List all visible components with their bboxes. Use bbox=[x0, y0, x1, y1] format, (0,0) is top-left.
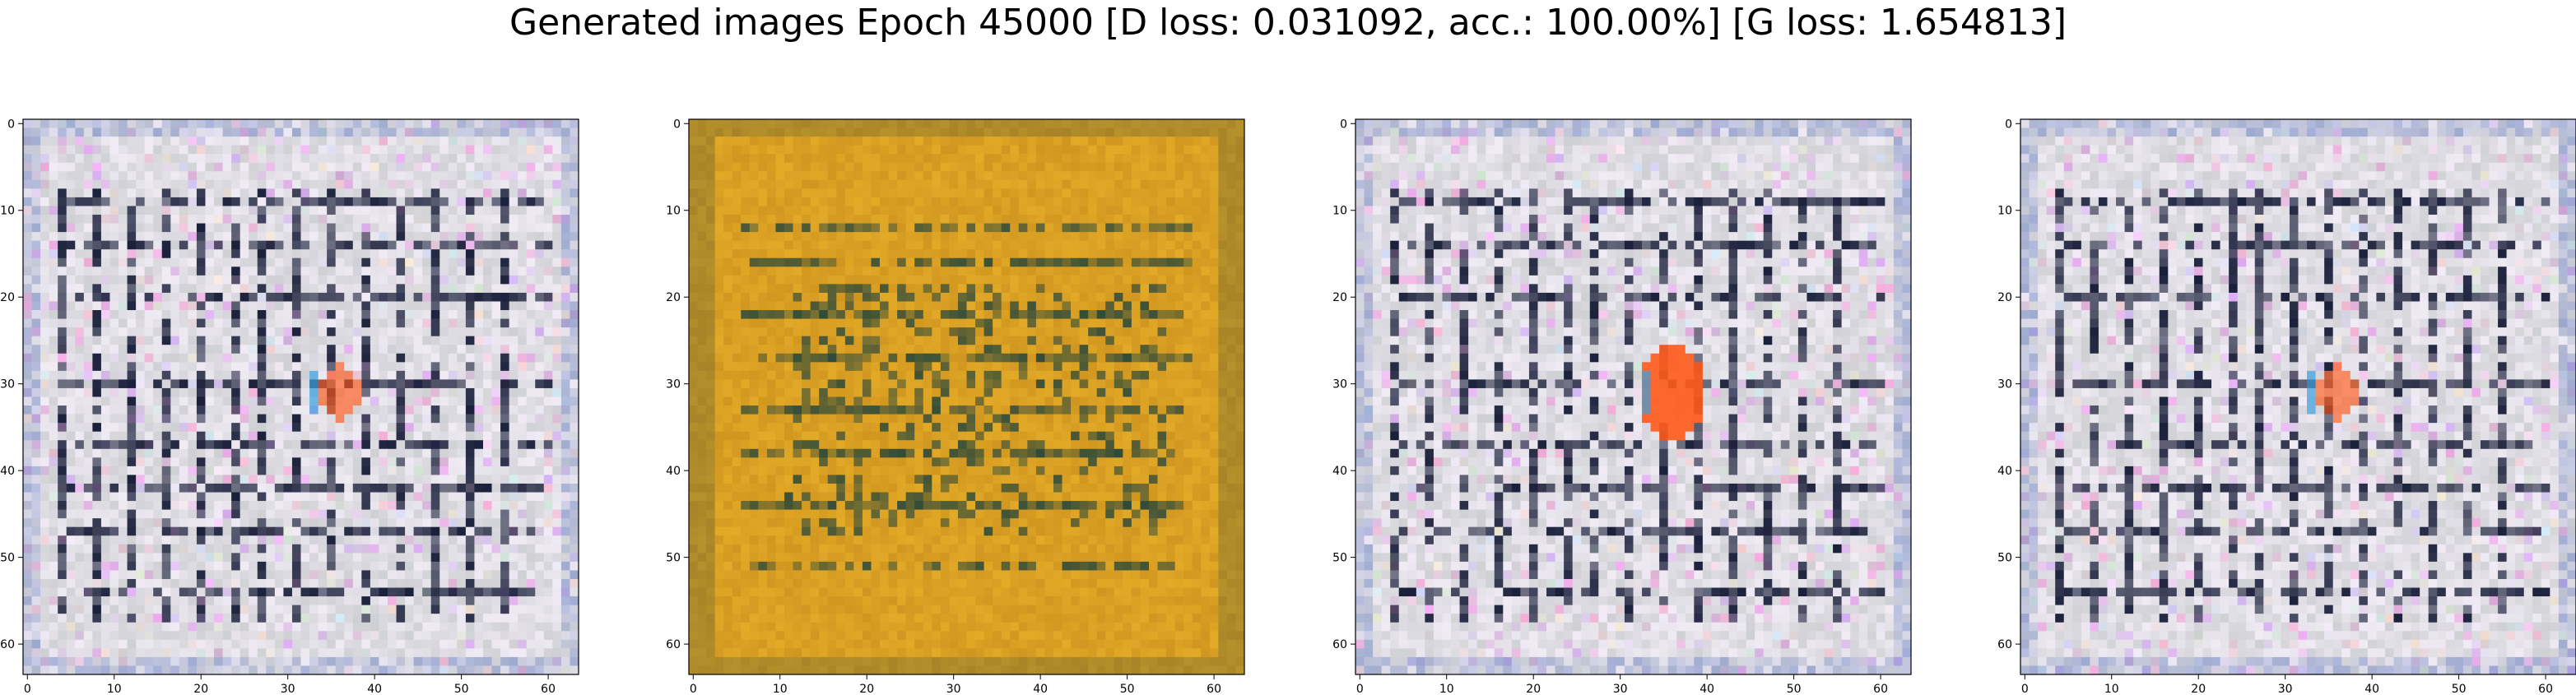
y-tick-label: 50 bbox=[666, 552, 681, 565]
image-plot-3: 0 10 20 30 40 50 60 0 10 20 30 40 50 60 bbox=[1332, 118, 1912, 695]
y-tick-label: 0 bbox=[1340, 118, 1347, 131]
y-tick-label: 60 bbox=[1997, 638, 2012, 651]
y-tick-label: 50 bbox=[0, 552, 15, 565]
image-plot-4: 0 10 20 30 40 50 60 0 10 20 30 40 50 60 bbox=[1997, 118, 2576, 695]
x-tick-label: 10 bbox=[107, 683, 122, 695]
y-tick-label: 40 bbox=[0, 465, 15, 478]
x-tick-label: 50 bbox=[1787, 683, 1802, 695]
y-tick-label: 10 bbox=[0, 205, 15, 218]
x-tick-label: 40 bbox=[2364, 683, 2379, 695]
axes-frame bbox=[22, 118, 579, 675]
y-tick-label: 60 bbox=[0, 638, 15, 651]
image-pixels bbox=[23, 119, 579, 675]
image-pixels bbox=[1355, 119, 1912, 675]
image-plot-1: 0 10 20 30 40 50 60 0 10 20 30 40 50 60 bbox=[0, 118, 579, 695]
y-tick-label: 40 bbox=[666, 465, 681, 478]
x-tick-label: 0 bbox=[1356, 683, 1364, 695]
y-tick-label: 10 bbox=[1332, 205, 1347, 218]
y-tick-label: 20 bbox=[1332, 291, 1347, 304]
x-tick-label: 20 bbox=[859, 683, 874, 695]
y-tick-label: 20 bbox=[666, 291, 681, 304]
x-tick-label: 0 bbox=[690, 683, 697, 695]
x-tick-label: 60 bbox=[1873, 683, 1888, 695]
x-tick-label: 30 bbox=[281, 683, 295, 695]
axes-frame bbox=[1355, 118, 1912, 675]
x-tick-label: 10 bbox=[1439, 683, 1454, 695]
y-tick-label: 10 bbox=[666, 205, 681, 218]
x-tick-label: 60 bbox=[541, 683, 556, 695]
image-pixels bbox=[2020, 119, 2576, 675]
x-tick-label: 20 bbox=[2191, 683, 2206, 695]
figure-title: Generated images Epoch 45000 [D loss: 0.… bbox=[509, 2, 2067, 44]
y-tick-label: 40 bbox=[1332, 465, 1347, 478]
x-tick-label: 50 bbox=[1120, 683, 1135, 695]
x-tick-label: 20 bbox=[193, 683, 208, 695]
y-tick-label: 40 bbox=[1997, 465, 2012, 478]
image-panel-1: 0 10 20 30 40 50 60 0 10 20 30 40 50 60 bbox=[0, 118, 579, 695]
y-tick-label: 30 bbox=[1332, 378, 1347, 392]
x-tick-label: 40 bbox=[1033, 683, 1048, 695]
x-tick-label: 60 bbox=[2538, 683, 2553, 695]
x-tick-label: 30 bbox=[946, 683, 961, 695]
x-tick-label: 10 bbox=[773, 683, 788, 695]
y-tick-label: 60 bbox=[666, 638, 681, 651]
y-tick-label: 0 bbox=[2005, 118, 2012, 131]
x-tick-label: 0 bbox=[24, 683, 31, 695]
image-plot-2: 0 10 20 30 40 50 60 0 10 20 30 40 50 60 bbox=[666, 118, 1245, 695]
x-tick-label: 50 bbox=[454, 683, 469, 695]
x-tick-label: 20 bbox=[1526, 683, 1541, 695]
y-tick-label: 20 bbox=[0, 291, 15, 304]
x-tick-label: 50 bbox=[2452, 683, 2467, 695]
y-tick-label: 50 bbox=[1997, 552, 2012, 565]
image-panel-4: 0 10 20 30 40 50 60 0 10 20 30 40 50 60 bbox=[1997, 118, 2576, 695]
x-tick-label: 0 bbox=[2021, 683, 2029, 695]
y-tick-label: 20 bbox=[1997, 291, 2012, 304]
y-tick-label: 50 bbox=[1332, 552, 1347, 565]
y-tick-label: 10 bbox=[1997, 205, 2012, 218]
y-tick-label: 0 bbox=[673, 118, 681, 131]
y-tick-label: 30 bbox=[666, 378, 681, 392]
y-tick-label: 30 bbox=[1997, 378, 2012, 392]
y-tick-label: 30 bbox=[0, 378, 15, 392]
axes-frame bbox=[688, 118, 1245, 675]
x-tick-label: 30 bbox=[2278, 683, 2293, 695]
y-tick-label: 60 bbox=[1332, 638, 1347, 651]
x-tick-label: 60 bbox=[1207, 683, 1221, 695]
image-pixels bbox=[689, 119, 1245, 675]
x-tick-label: 10 bbox=[2104, 683, 2119, 695]
x-tick-label: 30 bbox=[1613, 683, 1628, 695]
image-panel-3: 0 10 20 30 40 50 60 0 10 20 30 40 50 60 bbox=[1332, 118, 1912, 695]
image-panel-2: 0 10 20 30 40 50 60 0 10 20 30 40 50 60 bbox=[666, 118, 1245, 695]
x-tick-label: 40 bbox=[1700, 683, 1714, 695]
x-tick-label: 40 bbox=[367, 683, 382, 695]
y-tick-label: 0 bbox=[7, 118, 15, 131]
axes-frame bbox=[2020, 118, 2576, 675]
